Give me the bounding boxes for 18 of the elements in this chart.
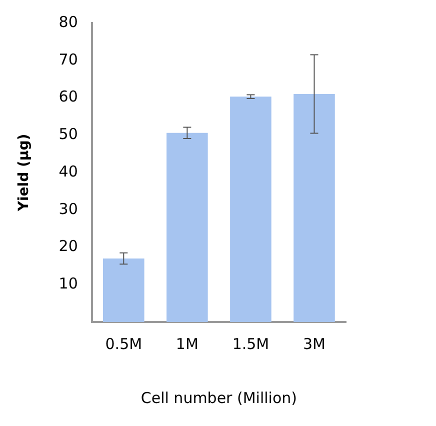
y-tick-label: 10: [58, 274, 78, 293]
bar: [103, 258, 144, 322]
x-tick-label: 3M: [302, 334, 326, 353]
x-tick-label: 0.5M: [105, 334, 142, 353]
y-tick-label: 20: [58, 237, 78, 256]
y-tick-label: 50: [58, 125, 78, 144]
y-tick-label: 30: [58, 200, 78, 218]
x-tick-label: 1M: [176, 334, 198, 353]
y-tick-label: 40: [58, 162, 78, 180]
y-tick-label: 60: [58, 88, 78, 106]
y-tick-label: 80: [58, 12, 78, 31]
x-tick-label: 1.5M: [232, 334, 270, 353]
x-axis-title: Cell number (Million): [140, 388, 298, 407]
bar: [166, 132, 208, 322]
bar: [294, 94, 335, 322]
y-axis-title: Yield (µg): [16, 134, 32, 212]
y-tick-label: 70: [58, 50, 78, 68]
bar: [230, 96, 272, 322]
